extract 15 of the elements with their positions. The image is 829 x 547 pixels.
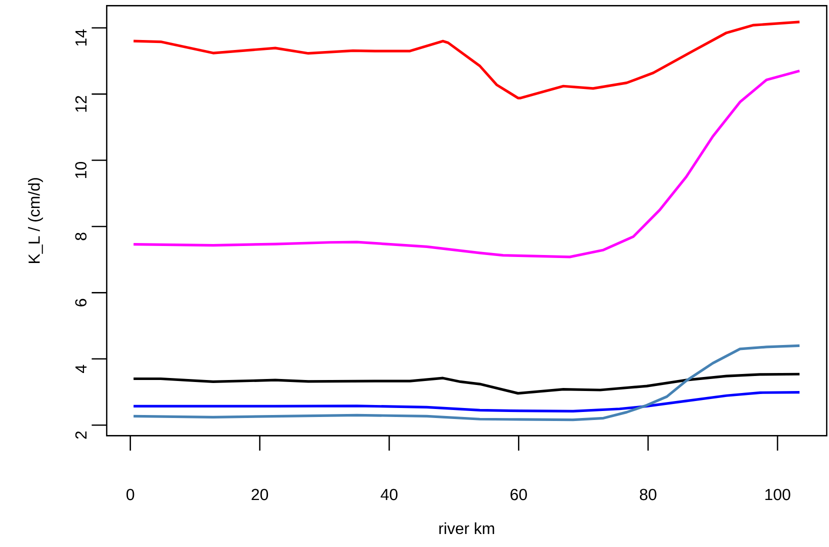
y-tick-label: 12 [75,96,87,112]
x-tick-label: 40 [380,488,398,500]
y-tick-label: 14 [75,29,87,46]
x-tick-label: 100 [765,488,790,500]
y-tick-label: 2 [75,431,87,439]
x-tick-label: 20 [252,488,268,500]
y-tick-label: 8 [75,232,87,240]
y-tick-label: 6 [75,298,87,306]
x-tick-label: 0 [126,488,134,500]
x-tick-label: 80 [640,488,656,500]
x-tick-label: 60 [510,488,527,500]
y-tick-label: 10 [75,162,87,178]
x-axis-title: river km [439,522,494,534]
y-axis-title: K_L / (cm/d) [28,178,43,263]
y-tick-label: 4 [75,364,87,373]
